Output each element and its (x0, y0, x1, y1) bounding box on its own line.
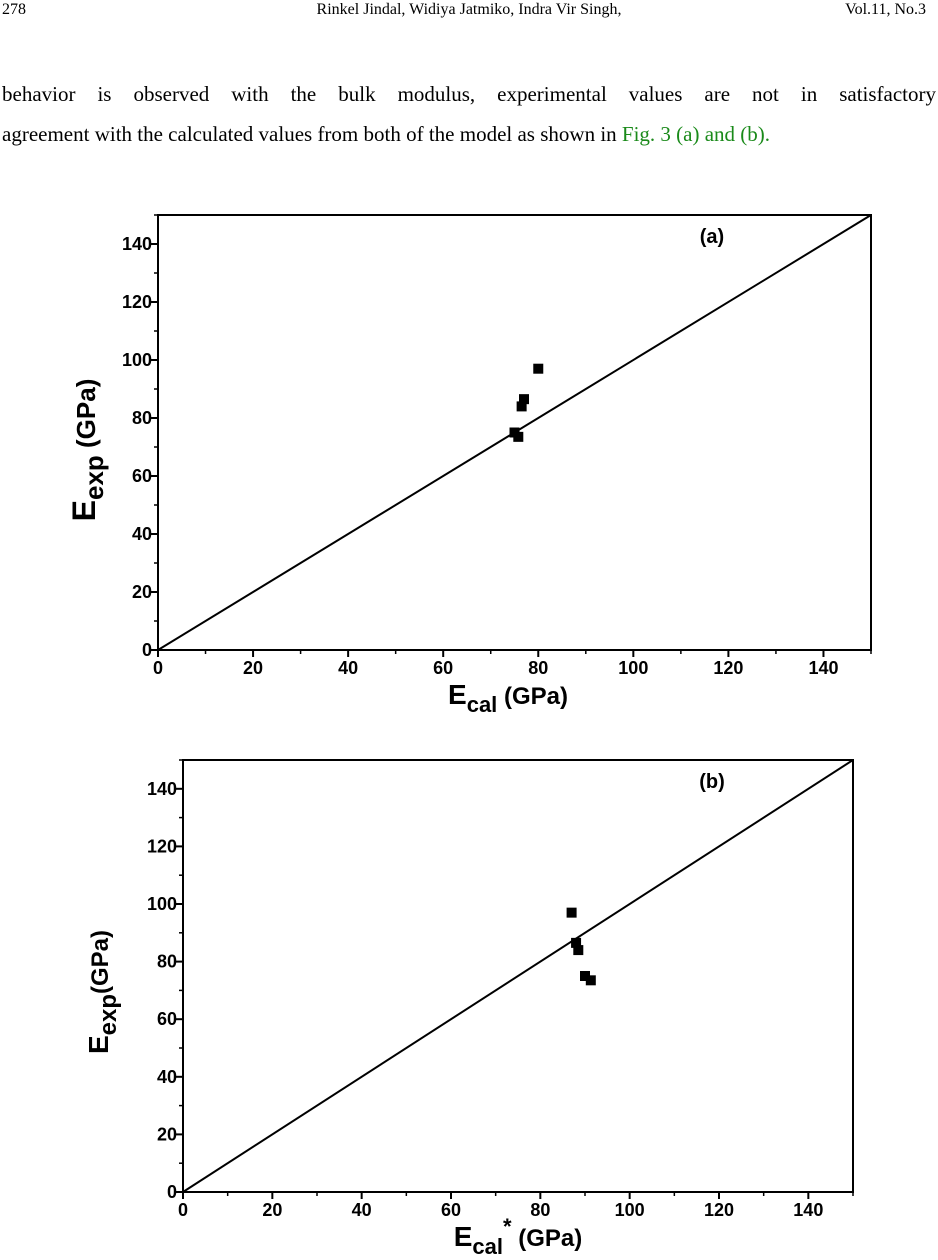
y-tick-label: 0 (167, 1182, 177, 1202)
page-number: 278 (2, 1, 26, 18)
data-point (519, 394, 530, 405)
x-tick-label: 40 (338, 658, 358, 678)
data-point (573, 945, 584, 956)
x-axis-label-main: E (448, 679, 467, 710)
panel-label: (a) (700, 226, 724, 248)
y-axis-label-main: E (66, 500, 102, 521)
x-tick-label: 60 (433, 658, 453, 678)
data-point (580, 971, 590, 981)
body-paragraph: behavior is observed with the bulk modul… (2, 74, 936, 154)
x-axis-label-sub: cal (467, 692, 498, 717)
y-tick-label: 80 (132, 408, 152, 428)
y-tick-label: 140 (147, 779, 177, 799)
x-tick-label: 140 (808, 658, 838, 678)
y-tick-label: 60 (157, 1009, 177, 1029)
x-tick-label: 0 (153, 658, 163, 678)
y-axis-label: Eexp(GPa) (83, 930, 122, 1054)
x-tick-label: 80 (530, 1200, 550, 1220)
y-tick-label: 40 (132, 524, 152, 544)
plot-frame (182, 759, 854, 1193)
y-tick-label: 20 (157, 1124, 177, 1144)
data-point (585, 975, 596, 986)
x-axis-label-main: E (454, 1221, 473, 1252)
x-tick-label: 0 (178, 1200, 188, 1220)
figure-3a-scatter: 0 20 40 60 80 100 120 140 0 20 40 60 80 100 120 140 (a) E… (66, 214, 872, 717)
y-tick-label: 80 (157, 952, 177, 972)
x-axis-label-sub: cal (472, 1234, 503, 1259)
y-tick-label: 100 (122, 350, 152, 370)
plot-frame (157, 214, 872, 651)
y-tick-label: 40 (157, 1067, 177, 1087)
data-point (571, 937, 582, 948)
data-point (566, 907, 577, 918)
x-axis-label-unit: (GPa) (497, 683, 568, 710)
x-tick-label: 140 (793, 1200, 823, 1220)
y-tick-label: 140 (122, 234, 152, 254)
x-axis-label-sup: * (503, 1214, 512, 1239)
figure-reference-link[interactable]: Fig. 3 (a) and (b). (621, 122, 771, 146)
data-point (533, 363, 544, 374)
y-axis-label-main: E (83, 1035, 114, 1054)
x-tick-label: 120 (704, 1200, 734, 1220)
reference-line-y-equals-x (182, 759, 854, 1193)
data-point (516, 401, 527, 412)
y-tick-label: 20 (132, 582, 152, 602)
y-axis-label-sub: exp (95, 994, 122, 1035)
y-axis-label-group: Eexp(GPa) (83, 930, 122, 1054)
paragraph-line-2: agreement with the calculated values fro… (2, 114, 936, 154)
x-tick-label: 80 (528, 658, 548, 678)
x-tick-label: 20 (262, 1200, 282, 1220)
x-tick-label: 20 (243, 658, 263, 678)
volume-info: Vol.11, No.3 (845, 1, 926, 18)
x-tick-label: 60 (441, 1200, 461, 1220)
running-head-authors: Rinkel Jindal, Widiya Jatmiko, Indra Vir… (316, 1, 622, 18)
x-tick-label: 100 (618, 658, 648, 678)
figure-3b-scatter: 0 20 40 60 80 100 120 140 0 20 40 60 80 100 120 140 (b) E… (83, 759, 854, 1259)
y-tick-label: 120 (147, 836, 177, 856)
x-axis-label: Ecal* (GPa) (454, 1214, 583, 1259)
paragraph-line-1: behavior is observed with the bulk modul… (2, 82, 936, 106)
x-tick-label: 100 (615, 1200, 645, 1220)
y-tick-label: 100 (147, 894, 177, 914)
y-tick-label: 60 (132, 466, 152, 486)
y-tick-label: 120 (122, 292, 152, 312)
y-axis-label-unit: (GPa) (71, 379, 101, 456)
x-axis-label-unit: (GPa) (512, 1225, 583, 1252)
page-header: 278 Rinkel Jindal, Widiya Jatmiko, Indra… (0, 0, 938, 22)
panel-label: (b) (699, 771, 725, 793)
paragraph-line-2-text: agreement with the calculated values fro… (2, 122, 622, 146)
y-axis-label-unit: (GPa) (87, 930, 114, 994)
y-tick-label: 0 (142, 640, 152, 660)
data-point (513, 431, 524, 442)
x-axis-label: Ecal (GPa) (448, 679, 568, 717)
y-axis-label-sub: exp (79, 455, 109, 500)
y-axis-label-group: Eexp (GPa) (66, 379, 109, 522)
x-tick-label: 120 (713, 658, 743, 678)
x-tick-label: 40 (352, 1200, 372, 1220)
y-axis-label: Eexp (GPa) (66, 379, 109, 522)
